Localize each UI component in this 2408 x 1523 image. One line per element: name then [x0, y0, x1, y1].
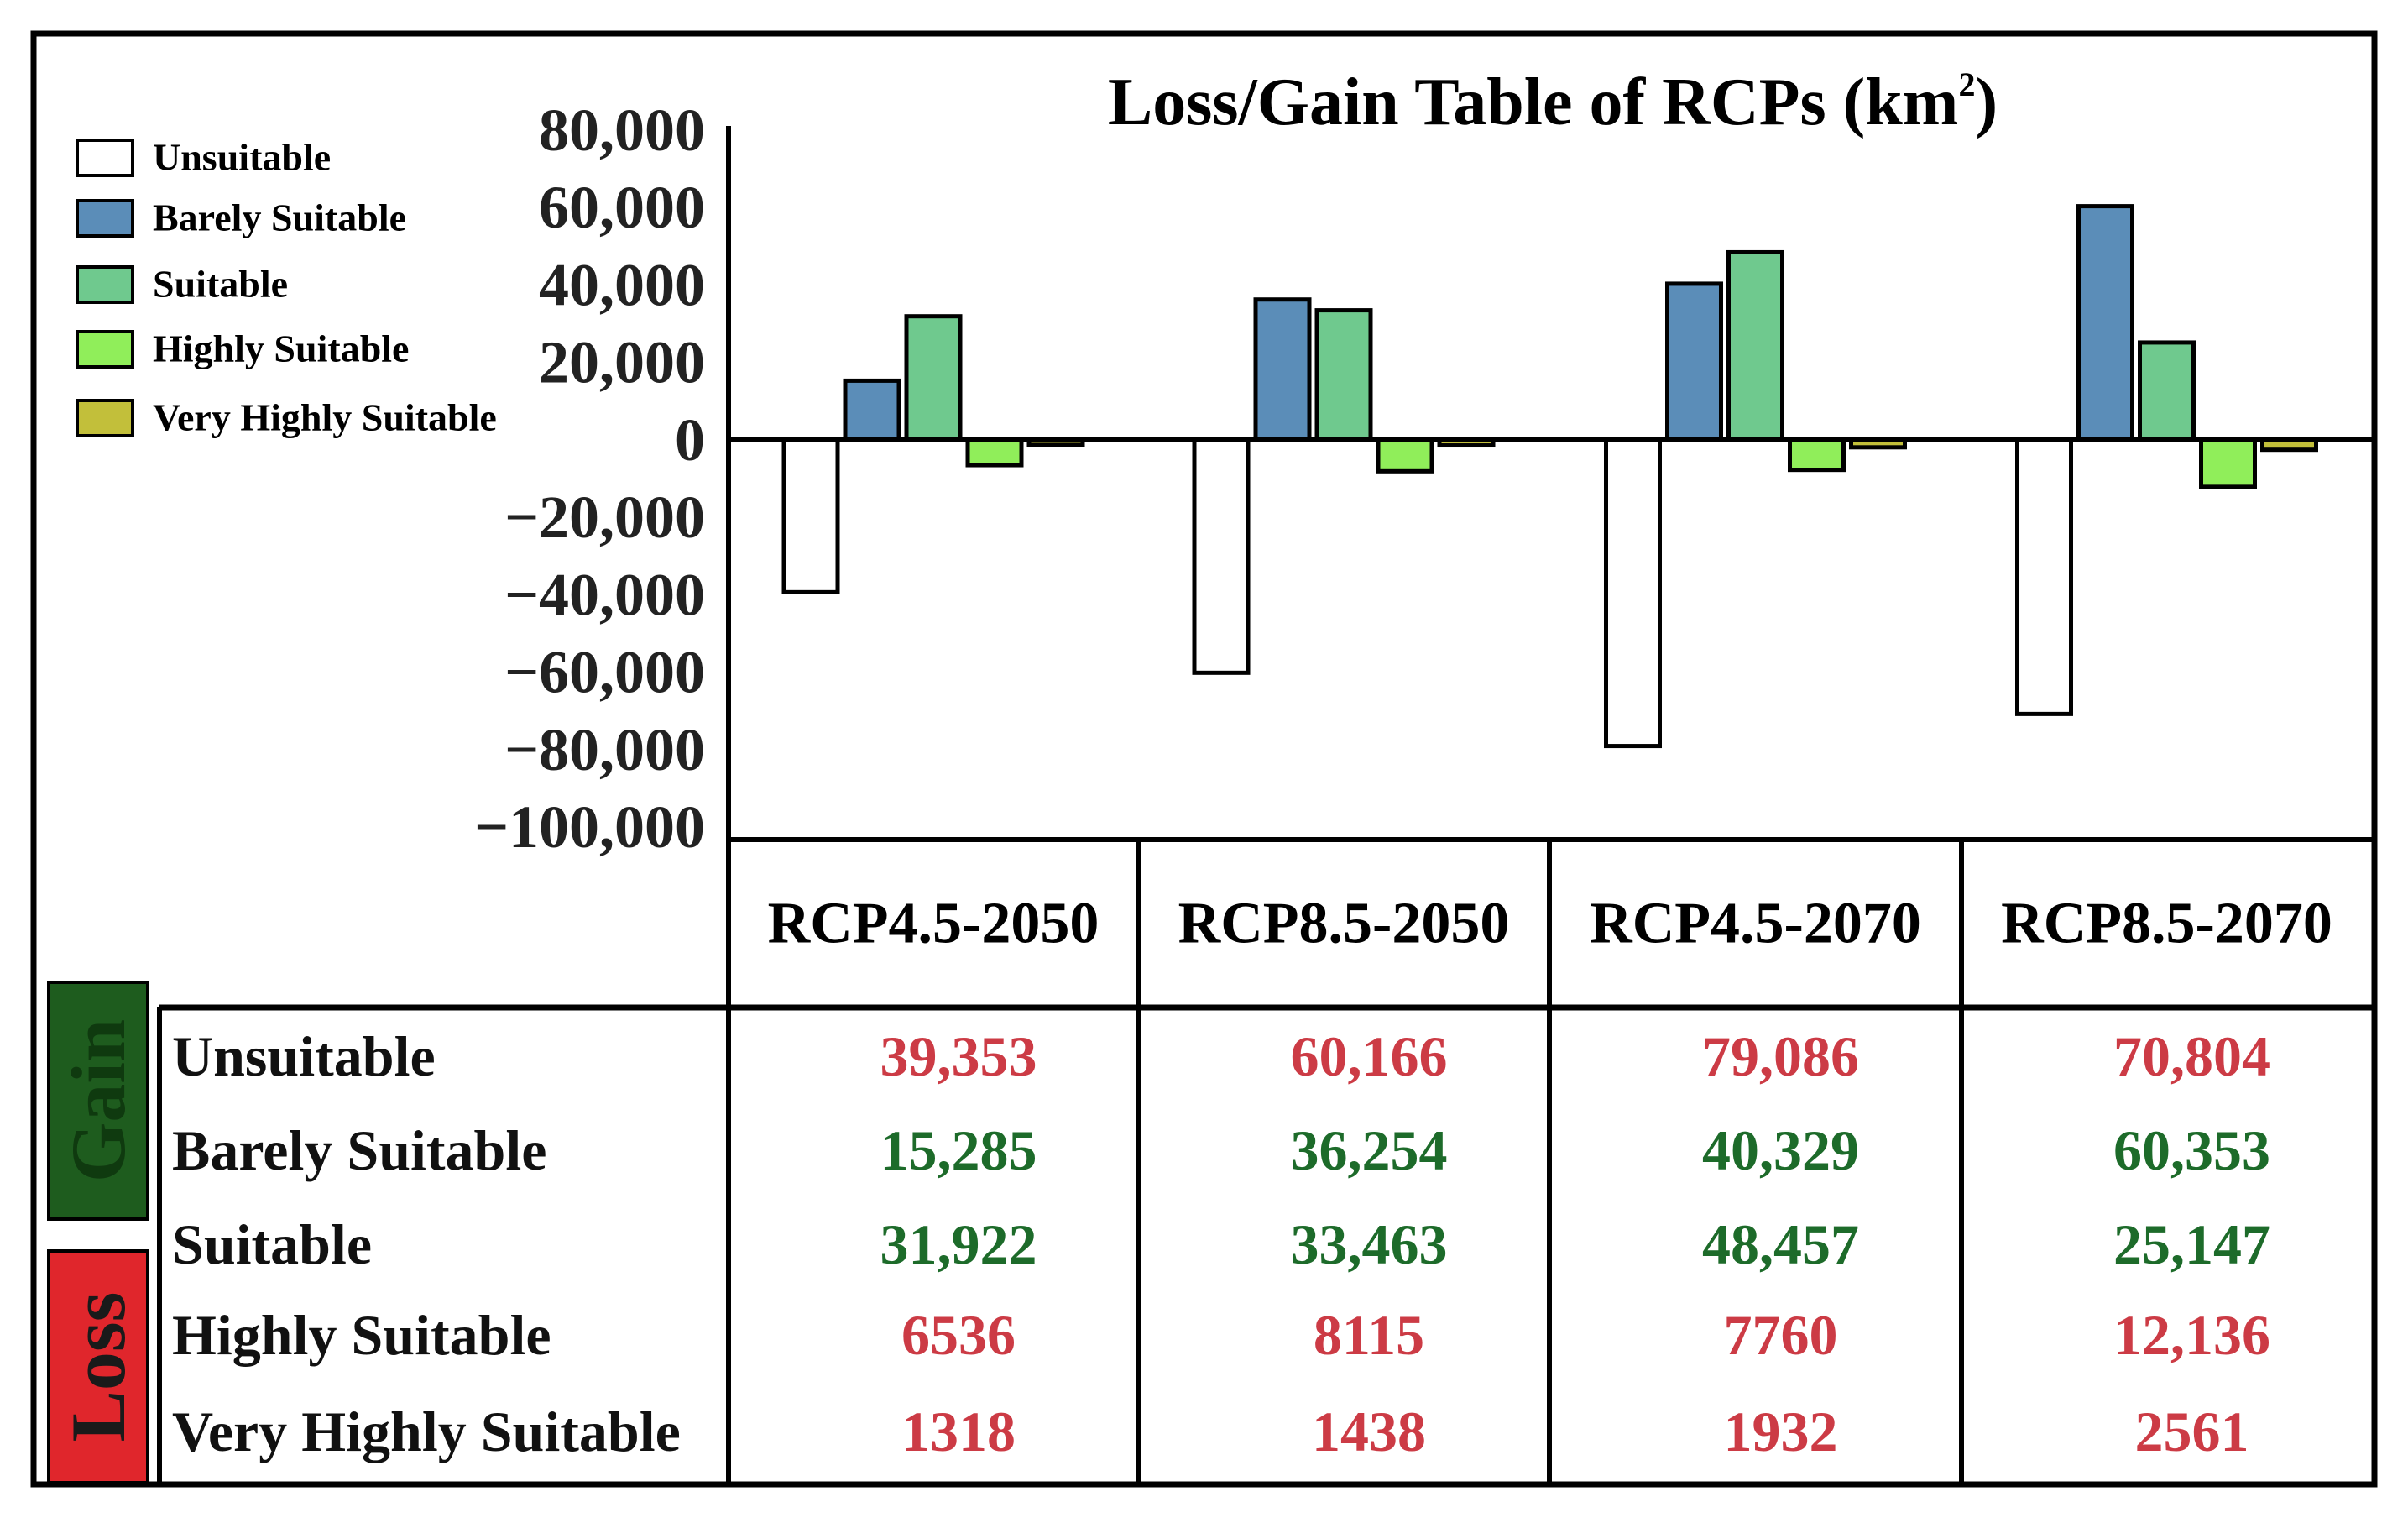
table-cell: 36,254 [1291, 1118, 1448, 1182]
bar-barely-suitable-2 [1253, 297, 1312, 442]
table-row: Very Highly Suitable 1318 1438 1932 2561 [172, 1400, 2249, 1463]
y-tick-label: −40,000 [504, 561, 705, 628]
gain-side-label: Gain [47, 981, 149, 1221]
row-label: Suitable [172, 1212, 372, 1276]
bar-highly-suitable-2 [1376, 437, 1434, 474]
table-cell: 39,353 [880, 1024, 1037, 1088]
legend-label: Highly Suitable [153, 327, 409, 370]
bar-unsuitable-2 [1192, 437, 1251, 675]
table-cell: 6536 [901, 1303, 1016, 1367]
chart-title: Loss/Gain Table of RCPs (km2) [1108, 65, 1998, 139]
table-cell: 25,147 [2113, 1212, 2270, 1276]
y-tick-label: −20,000 [504, 484, 705, 551]
bar-suitable-3 [1726, 249, 1784, 442]
legend-swatch [76, 330, 134, 369]
table-cell: 33,463 [1291, 1212, 1448, 1276]
legend-label: Barely Suitable [153, 196, 406, 239]
legend-item: Suitable [76, 263, 288, 306]
legend-item: Very Highly Suitable [76, 396, 497, 439]
table-cell: 70,804 [2113, 1024, 2270, 1088]
row-label: Unsuitable [172, 1024, 436, 1088]
loss-side-label: Loss [47, 1249, 149, 1484]
table-cell: 2561 [2135, 1400, 2249, 1463]
table-cell: 31,922 [880, 1212, 1037, 1276]
y-tick-label: 0 [675, 406, 705, 474]
legend: Unsuitable Barely Suitable Suitable Highly … [76, 136, 497, 439]
loss-label-box [47, 1249, 149, 1484]
table-cell: 1318 [901, 1400, 1016, 1463]
category-label: RCP4.5-2070 [1590, 892, 1921, 956]
table-cell: 60,353 [2113, 1118, 2270, 1182]
table-cell: 79,086 [1702, 1024, 1859, 1088]
table-cell: 48,457 [1702, 1212, 1859, 1276]
table-cell: 12,136 [2113, 1303, 2270, 1367]
legend-item: Unsuitable [76, 136, 331, 179]
category-label: RCP8.5-2070 [2001, 892, 2332, 956]
bar-highly-suitable-3 [1788, 437, 1846, 473]
legend-swatch [76, 199, 134, 238]
gain-label-box [47, 981, 149, 1221]
table-grid [157, 837, 2372, 1484]
row-label: Highly Suitable [172, 1303, 551, 1367]
table-cell: 1438 [1312, 1400, 1426, 1463]
data-table: Unsuitable 39,353 60,166 79,086 70,804 Barely… [172, 1024, 2270, 1463]
figure-frame [30, 30, 2378, 1488]
bar-barely-suitable-4 [2076, 204, 2134, 442]
table-cell: 15,285 [880, 1118, 1037, 1182]
y-tick-label: 80,000 [539, 97, 705, 164]
legend-swatch [76, 139, 134, 177]
bar-highly-suitable-1 [965, 437, 1024, 468]
y-tick-label: −60,000 [504, 639, 705, 706]
y-tick-label: 40,000 [539, 251, 705, 318]
table-cell: 60,166 [1291, 1024, 1448, 1088]
bars [781, 204, 2318, 749]
table-cell: 7760 [1724, 1303, 1838, 1367]
table-row: Suitable 31,922 33,463 48,457 25,147 [172, 1212, 2270, 1276]
y-axis-ticks: 80,000 60,000 40,000 20,000 0 −20,000 −40,000 −… [474, 97, 705, 861]
table-cell: 40,329 [1702, 1118, 1859, 1182]
table-cell: 8115 [1314, 1303, 1424, 1367]
bar-highly-suitable-4 [2199, 437, 2257, 489]
legend-item: Highly Suitable [76, 327, 409, 370]
legend-label: Unsuitable [153, 136, 331, 179]
gain-label-text: Gain [55, 1019, 141, 1182]
legend-swatch [76, 265, 134, 304]
bar-suitable-1 [904, 314, 963, 442]
row-label: Very Highly Suitable [172, 1400, 681, 1463]
y-tick-label: −100,000 [474, 793, 705, 861]
row-label: Barely Suitable [172, 1118, 546, 1182]
bar-suitable-4 [2138, 340, 2196, 442]
category-labels: RCP4.5-2050 RCP8.5-2050 RCP4.5-2070 RCP8.5-… [768, 892, 2332, 956]
bar-unsuitable-4 [2015, 437, 2073, 716]
table-cell: 1932 [1724, 1400, 1838, 1463]
y-tick-label: 60,000 [539, 174, 705, 241]
legend-label: Suitable [153, 263, 288, 306]
legend-label: Very Highly Suitable [153, 396, 497, 439]
category-label: RCP4.5-2050 [768, 892, 1100, 956]
bar-unsuitable-3 [1604, 437, 1662, 749]
category-label: RCP8.5-2050 [1178, 892, 1510, 956]
bar-barely-suitable-3 [1665, 281, 1723, 442]
legend-item: Barely Suitable [76, 196, 406, 239]
bar-unsuitable-1 [781, 437, 840, 594]
legend-swatch [76, 399, 134, 437]
table-row: Highly Suitable 6536 8115 7760 12,136 [172, 1303, 2270, 1367]
table-row: Barely Suitable 15,285 36,254 40,329 60,353 [172, 1118, 2270, 1182]
bar-barely-suitable-1 [843, 378, 901, 442]
bar-suitable-2 [1314, 308, 1373, 442]
y-tick-label: 20,000 [539, 329, 705, 396]
loss-label-text: Loss [55, 1292, 141, 1442]
y-tick-label: −80,000 [504, 716, 705, 783]
table-row: Unsuitable 39,353 60,166 79,086 70,804 [172, 1024, 2270, 1088]
